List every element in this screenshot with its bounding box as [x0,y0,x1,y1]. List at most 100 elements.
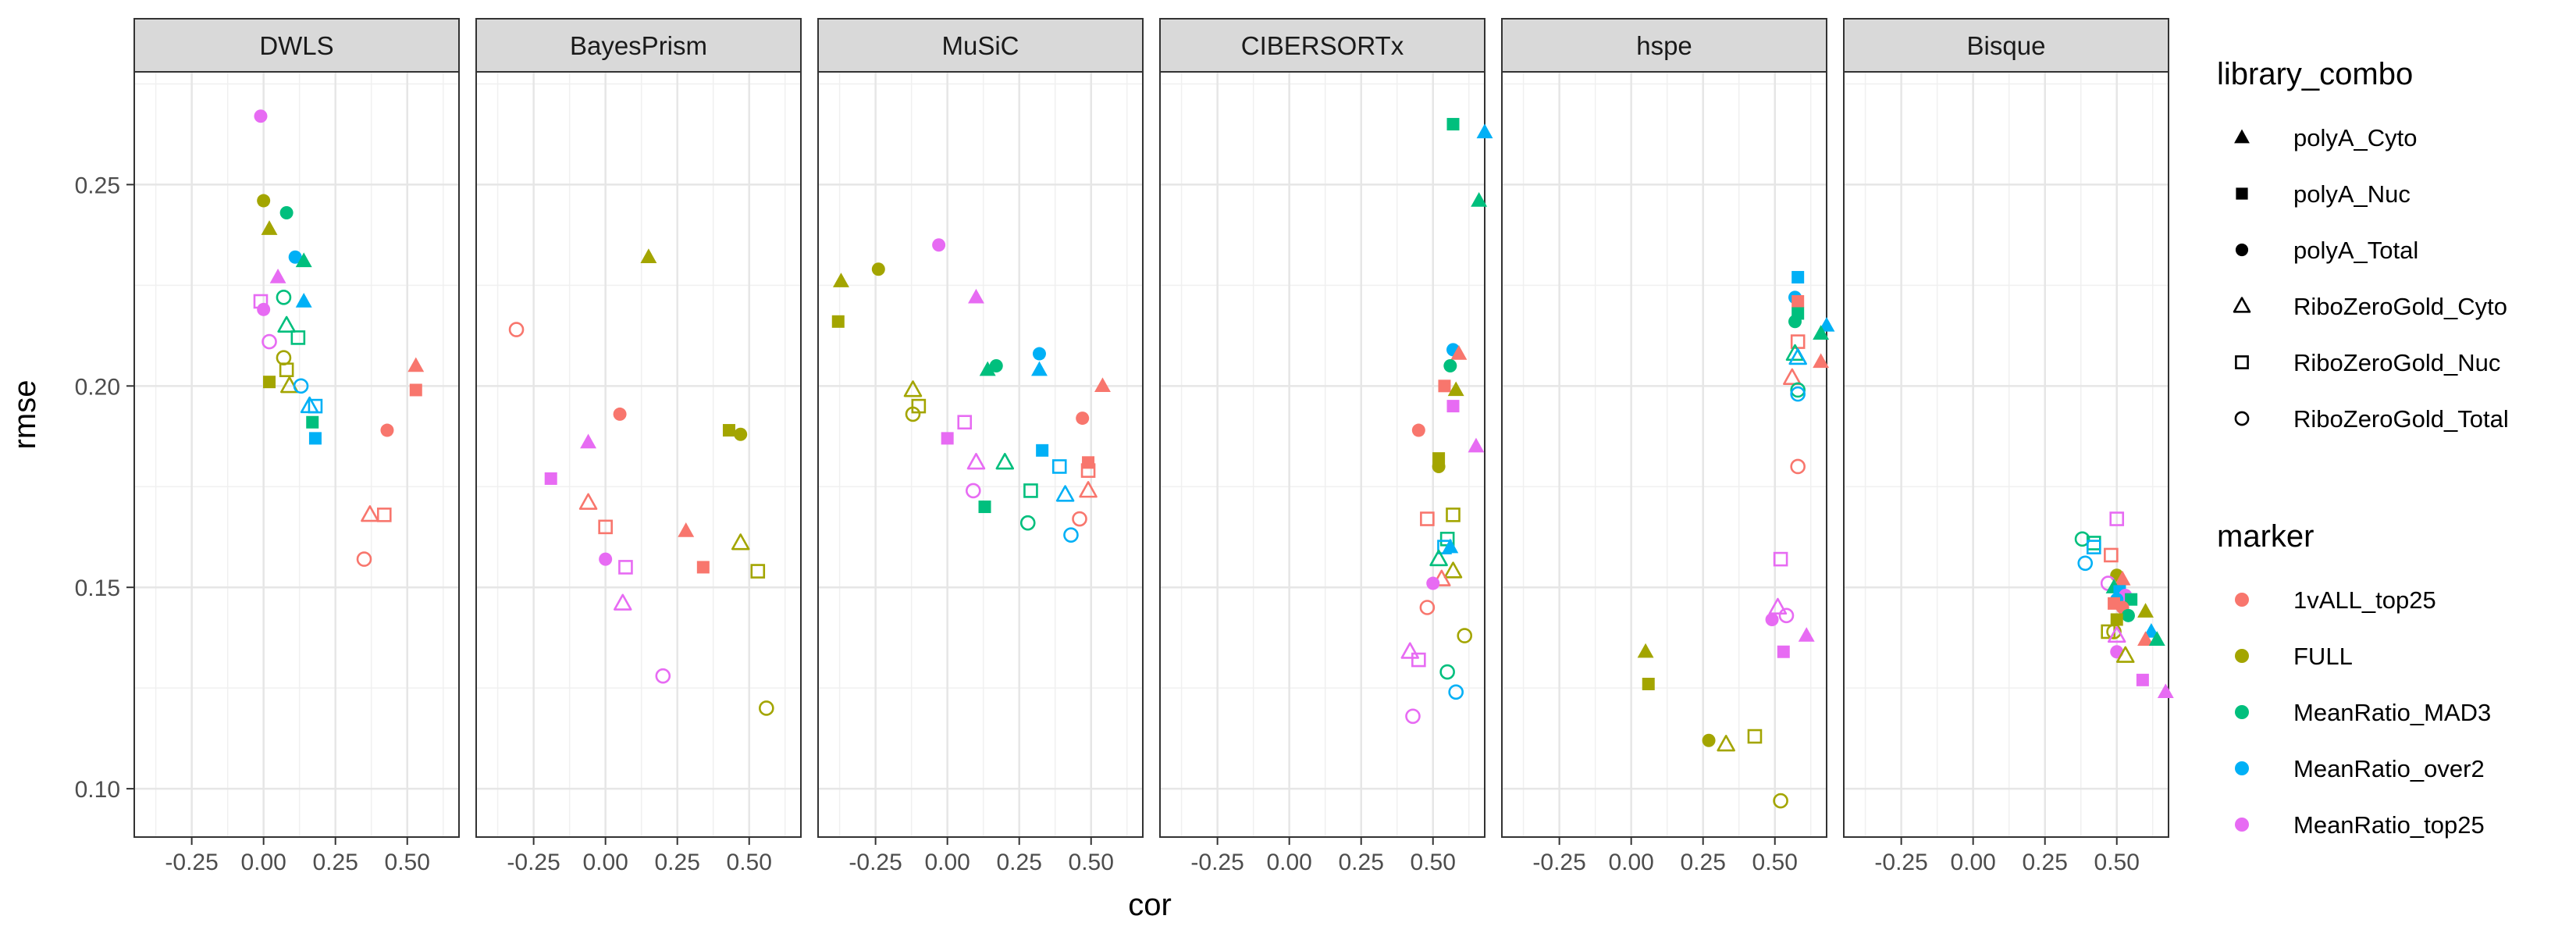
legend-label: FULL [2293,643,2353,670]
data-point-square-open [290,330,306,345]
panel-background [1844,72,2169,837]
x-tick-label: 0.50 [2094,850,2140,875]
panel-background [476,72,801,837]
data-point-triangle-open [1079,481,1098,498]
legend-label: RiboZeroGold_Cyto [2293,293,2507,320]
data-point-circle-filled [1765,612,1779,626]
data-point-square-open [1080,463,1096,478]
data-point-circle-open [2077,555,2094,572]
data-point-triangle-open [1788,347,1807,365]
data-point-triangle-filled [1468,437,1485,453]
data-point-circle-open [965,483,981,499]
data-point-square-open [2086,540,2101,554]
data-point-square-open [1773,551,1788,567]
data-point-square-open [957,415,973,430]
data-point-circle-open [1405,708,1421,725]
x-tick-label: -0.25 [507,850,560,875]
data-point-square-filled [1446,118,1460,131]
data-point-circle-open [905,406,921,422]
data-point-square-open [308,398,323,414]
data-point-square-filled [831,315,845,328]
data-point-square-open [1446,508,1461,522]
data-point-circle-open [1019,515,1036,531]
data-point-circle-filled [989,359,1003,373]
data-point-square-open [750,564,766,579]
x-tick-label: 0.25 [1339,850,1384,875]
facet-strip [133,18,460,73]
data-point-circle-open [1063,527,1079,543]
data-point-triangle-open [995,453,1015,470]
data-point-triangle-filled [2157,683,2174,699]
legend-key-square-open [2235,355,2249,369]
data-point-circle-open [1790,386,1806,402]
data-point-circle-filled [288,250,302,264]
data-point-triangle-open [1768,597,1788,615]
legend: library_combo polyA_Cyto polyA_Nuc polyA_To… [2217,57,2509,839]
data-point-circle-filled [1426,576,1440,590]
x-tick-label: 0.25 [997,850,1042,875]
data-point-square-filled [544,472,557,485]
data-point-triangle-open [1443,561,1463,579]
data-point-square-open [1747,729,1763,744]
data-point-triangle-filled [1818,316,1835,332]
data-point-circle-open [1773,793,1788,809]
data-point-square-filled [1438,379,1451,393]
legend-key-circle-filled [2235,243,2249,257]
x-tick-label: 0.00 [1950,850,1995,875]
data-point-square-filled [1642,678,1655,690]
data-point-square-filled [1791,295,1805,308]
data-point-circle-filled [1076,411,1090,426]
y-tick-label: 0.20 [75,374,120,400]
data-point-circle-open [1457,628,1473,643]
data-point-triangle-open [966,453,986,470]
data-point-triangle-open [361,505,379,522]
legend-key-color [2235,649,2249,663]
data-point-triangle-filled [968,288,984,304]
x-tick-label: 0.25 [655,850,700,875]
facet-strip [1501,18,1827,73]
data-point-triangle-filled [833,273,849,287]
data-point-circle-open [2074,531,2090,547]
data-point-circle-filled [257,194,271,208]
legend-title-marker: marker [2217,519,2314,554]
data-point-circle-open [276,290,292,305]
x-tick-label: 0.25 [313,850,358,875]
facet-panel-dwls: DWLS -0.25 0.00 0.25 0.50 0.10 0.15 0.20 0.25 [75,18,460,875]
x-axis-label: cor [1128,888,1172,922]
data-point-square-open [376,508,392,522]
data-point-triangle-filled [1813,353,1830,369]
legend-label: RiboZeroGold_Nuc [2293,349,2500,376]
data-point-circle-open [1419,600,1436,615]
data-point-square-filled [1036,444,1049,457]
panel-border [1843,71,2169,838]
data-point-circle-open [1448,684,1464,700]
data-point-triangle-open [277,315,296,333]
facet-strip [817,18,1144,73]
data-point-square-open [279,362,294,377]
x-tick-label: -0.25 [1190,850,1244,875]
data-point-circle-open [356,551,372,567]
data-point-square-open [1420,511,1435,526]
data-point-square-filled [2110,613,2123,626]
panel-background [1160,72,1485,837]
legend-label: 1vALL_top25 [2293,586,2436,614]
data-point-circle-filled [1788,315,1802,329]
legend-label: polyA_Total [2293,237,2418,264]
data-point-circle-filled [1432,459,1446,473]
panel-background [1502,72,1827,837]
data-point-circle-open [655,668,671,684]
x-tick-label: 0.00 [1266,850,1311,875]
legend-key-color [2235,818,2249,832]
data-point-triangle-filled [2137,631,2154,646]
data-point-square-open [1790,334,1806,349]
data-point-triangle-filled [979,361,996,376]
data-point-circle-open [1439,664,1455,680]
data-point-triangle-filled [1094,377,1111,393]
data-point-triangle-open [1055,485,1075,502]
data-point-triangle-filled [1031,361,1048,376]
data-point-triangle-filled [2114,570,2131,586]
legend-key-square-filled [2236,187,2248,200]
data-point-square-filled [263,376,276,389]
data-point-circle-filled [599,552,613,566]
x-tick-label: -0.25 [165,850,218,875]
